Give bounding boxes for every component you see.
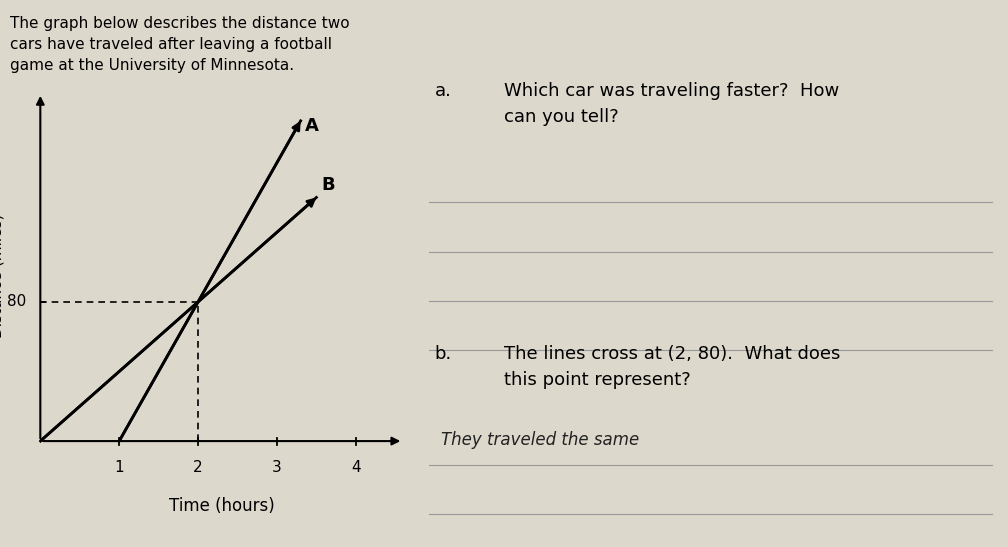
Text: Distance (miles): Distance (miles)	[0, 213, 4, 338]
Text: 2: 2	[194, 460, 203, 475]
Text: B: B	[322, 176, 335, 194]
Text: a.: a.	[434, 82, 452, 100]
Text: 80: 80	[7, 294, 26, 310]
Text: Which car was traveling faster?  How
can you tell?: Which car was traveling faster? How can …	[504, 82, 839, 126]
Text: 1: 1	[114, 460, 124, 475]
Text: A: A	[305, 117, 320, 135]
Text: They traveled the same: They traveled the same	[440, 430, 639, 449]
Text: b.: b.	[434, 345, 453, 363]
Text: Time (hours): Time (hours)	[169, 497, 274, 515]
Text: The lines cross at (2, 80).  What does
this point represent?: The lines cross at (2, 80). What does th…	[504, 345, 841, 389]
Text: 3: 3	[272, 460, 282, 475]
Text: 4: 4	[351, 460, 361, 475]
Text: The graph below describes the distance two
cars have traveled after leaving a fo: The graph below describes the distance t…	[10, 16, 350, 73]
